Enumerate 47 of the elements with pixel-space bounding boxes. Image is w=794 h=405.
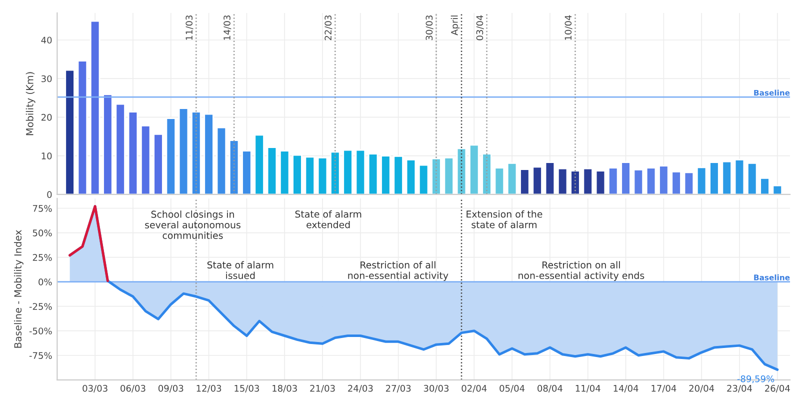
x-tick-label: 20/04 [689, 384, 714, 392]
data-label: -89,59% [737, 375, 774, 384]
x-tick-label: 14/04 [614, 384, 638, 392]
x-tick-label: 27/03 [386, 384, 411, 392]
y-tick-label: 75% [32, 204, 52, 212]
ref-line-label: 11/03 [186, 16, 194, 40]
x-tick-label: 17/04 [652, 384, 676, 392]
annotation: School closings in several autonomous communities [145, 210, 240, 239]
x-tick-label: 05/04 [500, 384, 525, 392]
y-tick-label: 30 [42, 75, 52, 82]
x-tick-label: 09/03 [158, 384, 184, 392]
annotation: State of alarm extended [295, 210, 362, 228]
y-tick-label: -75% [29, 352, 52, 359]
y-axis-title: Baseline - Mobility Index [14, 230, 24, 348]
ref-line-label: 10/04 [564, 15, 572, 40]
x-tick-label: 11/04 [576, 384, 600, 392]
y-tick-label: -25% [29, 303, 52, 310]
ref-line-label: 14/03 [224, 16, 232, 40]
x-tick-label: 08/04 [538, 384, 562, 392]
x-tick-label: 21/03 [310, 384, 335, 392]
y-tick-label: 40 [41, 36, 52, 44]
x-tick-label: 12/03 [196, 384, 222, 392]
x-tick-label: 18/03 [272, 384, 297, 392]
x-tick-label: 06/03 [120, 384, 146, 392]
x-tick-label: 03/03 [82, 384, 108, 392]
y-tick-label: 0 [47, 191, 52, 198]
x-tick-label: 26/04 [765, 384, 790, 392]
ref-line-label: 30/03 [426, 16, 434, 40]
y-tick-label: -50% [29, 328, 52, 334]
annotation: Extension of the state of alarm [466, 210, 542, 228]
annotation: Restriction on all non-essential activity ends [518, 261, 644, 281]
y-tick-label: 0% [38, 278, 52, 286]
ref-line-label: 22/03 [324, 16, 332, 40]
y-tick-label: 25% [32, 254, 52, 261]
y-tick-label: 20 [41, 114, 52, 121]
ref-line-label: 03/04 [476, 15, 484, 40]
x-tick-label: 30/03 [424, 384, 449, 392]
annotation: Restriction of all non-essential activity [348, 261, 448, 281]
ref-line-label: April [450, 16, 460, 36]
y-tick-label: 50% [32, 230, 52, 236]
y-tick-label: 10 [42, 152, 52, 160]
x-tick-label: 24/03 [348, 384, 373, 392]
y-axis-title: Mobility (Km) [26, 72, 36, 136]
x-tick-label: 02/04 [462, 384, 487, 392]
annotation: State of alarm issued [207, 261, 274, 280]
x-tick-label: 15/03 [234, 384, 259, 392]
x-tick-label: 23/04 [727, 384, 752, 392]
